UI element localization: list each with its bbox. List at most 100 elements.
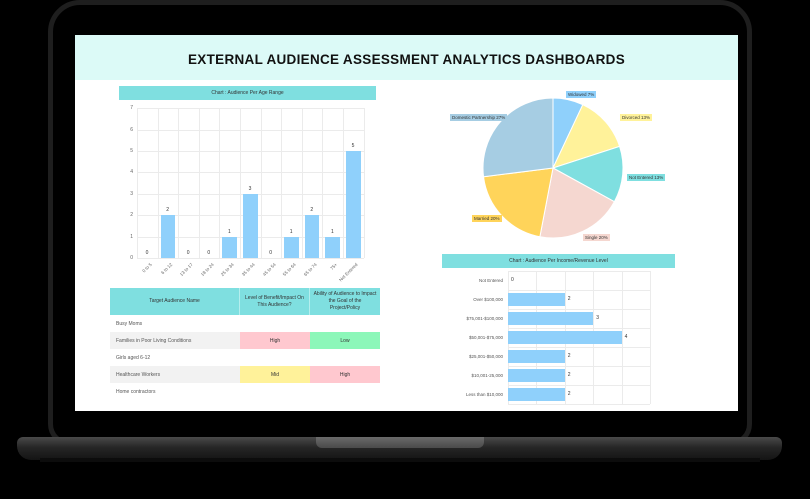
- audience-name-cell: Girls aged 6-12: [116, 354, 151, 361]
- y-tick-label: 0: [130, 255, 133, 261]
- page-title: EXTERNAL AUDIENCE ASSESSMENT ANALYTICS D…: [188, 52, 625, 67]
- pie-slice-label: Single 20%: [583, 234, 610, 241]
- grid-line: [322, 108, 324, 258]
- dashboard-header: EXTERNAL AUDIENCE ASSESSMENT ANALYTICS D…: [75, 35, 738, 80]
- bar: [325, 236, 340, 258]
- grid-line: [137, 172, 364, 174]
- benefit-level-cell: [240, 383, 310, 400]
- pie-slice: [552, 103, 621, 169]
- y-category-label: $10,001-25,000: [471, 373, 503, 378]
- ability-level-cell: [310, 383, 380, 400]
- table-row: Families in Poor Living Conditions High Lo…: [110, 332, 380, 349]
- audience-name-cell: Busy Moms: [116, 320, 143, 327]
- y-tick-label: 5: [130, 148, 133, 154]
- audience-name-cell: Home contractors: [116, 388, 156, 395]
- pie-slice-label: Married 20%: [472, 215, 502, 222]
- bar-value-label: 3: [596, 315, 599, 321]
- benefit-level-cell: Mid: [240, 366, 310, 383]
- bar: [508, 350, 565, 363]
- bar-value-label: 2: [567, 353, 571, 359]
- bar-value-label: 2: [567, 372, 571, 378]
- pie-slice-label: Divorced 13%: [620, 114, 653, 121]
- bar: [160, 215, 176, 258]
- y-tick-label: 6: [130, 126, 133, 133]
- grid-line: [650, 271, 651, 404]
- grid-line: [508, 328, 650, 329]
- pie-slice: [482, 167, 554, 238]
- bar-value-label: 3: [248, 185, 252, 192]
- grid-line: [508, 385, 650, 386]
- y-tick-label: 4: [130, 169, 133, 176]
- pie-slice: [482, 97, 554, 178]
- grid-line: [281, 108, 283, 258]
- bar-value-label: 1: [289, 228, 293, 235]
- bar-value-label: 2: [166, 207, 169, 214]
- grid-line: [508, 366, 650, 367]
- y-category-label: $75,001-$100,000: [466, 316, 503, 321]
- audience-name-cell: Families in Poor Living Conditions: [116, 337, 192, 344]
- grid-line: [260, 108, 262, 258]
- y-category-label: Not Entered: [478, 278, 503, 283]
- table-row: Healthcare Workers Mid High: [110, 366, 380, 383]
- grid-line: [137, 108, 364, 110]
- bar: [508, 293, 565, 306]
- ability-level-cell: High: [310, 366, 380, 383]
- table-row: Busy Moms: [110, 315, 380, 332]
- grid-line: [621, 271, 623, 404]
- bar-value-label: 0: [145, 250, 149, 256]
- y-category-label: Over $100,000: [473, 297, 503, 302]
- bar-value-label: 0: [207, 250, 211, 256]
- audience-name-cell: Healthcare Workers: [116, 371, 161, 378]
- bar: [284, 236, 299, 258]
- grid-line: [137, 258, 364, 259]
- y-category-label: Less than $10,000: [465, 392, 503, 397]
- pie-slice: [551, 145, 624, 203]
- grid-line: [508, 404, 650, 405]
- bar-value-label: 1: [331, 228, 334, 235]
- y-category-label: $25,001-$50,000: [468, 354, 503, 359]
- bar: [222, 236, 237, 258]
- ability-level-cell: [310, 349, 380, 366]
- grid-line: [508, 271, 650, 272]
- grid-line: [219, 108, 221, 258]
- y-tick-label: 3: [130, 190, 133, 197]
- grid-line: [240, 108, 241, 258]
- grid-line: [343, 108, 344, 258]
- benefit-level-cell: [240, 349, 310, 366]
- bar: [243, 193, 258, 258]
- benefit-level-cell: [240, 315, 310, 332]
- column-header-benefit: Level of Benefit/Impact On This Audience…: [240, 288, 310, 315]
- pie-svg: [482, 97, 624, 239]
- grid-line: [137, 151, 364, 152]
- bar-value-label: 0: [511, 277, 514, 283]
- bar: [346, 151, 361, 258]
- bar-value-label: 2: [310, 207, 314, 214]
- bar-value-label: 5: [351, 143, 355, 149]
- income-chart-title: Chart : Audience Per Income/Revenue Leve…: [442, 254, 675, 268]
- pie-slice-label: Not Entered 13%: [627, 174, 666, 181]
- pie-slice-label: Domestic Partnership 27%: [450, 114, 508, 121]
- grid-line: [508, 290, 650, 291]
- ability-level-cell: [310, 315, 380, 332]
- grid-line: [301, 108, 303, 258]
- bar-value-label: 2: [567, 391, 571, 397]
- bar-value-label: 2: [567, 296, 571, 302]
- table-row: Girls aged 6-12: [110, 349, 380, 366]
- grid-line: [508, 347, 650, 348]
- grid-line: [137, 108, 138, 258]
- grid-line: [137, 129, 364, 131]
- bar: [508, 388, 565, 401]
- y-tick-label: 7: [130, 105, 133, 112]
- laptop-screen: EXTERNAL AUDIENCE ASSESSMENT ANALYTICS D…: [75, 35, 738, 411]
- grid-line: [198, 108, 200, 258]
- column-header-name: Target Audience Name: [110, 288, 240, 315]
- bar: [508, 312, 594, 325]
- bar-value-label: 0: [269, 250, 272, 256]
- grid-line: [363, 108, 365, 258]
- table-header: Target Audience Name Level of Benefit/Im…: [110, 288, 380, 315]
- table-row: Home contractors: [110, 383, 380, 400]
- bar-value-label: 1: [228, 228, 231, 235]
- pie-slice: [539, 167, 616, 239]
- y-category-label: $50,001-$75,000: [468, 335, 503, 340]
- ability-level-cell: Low: [310, 332, 380, 349]
